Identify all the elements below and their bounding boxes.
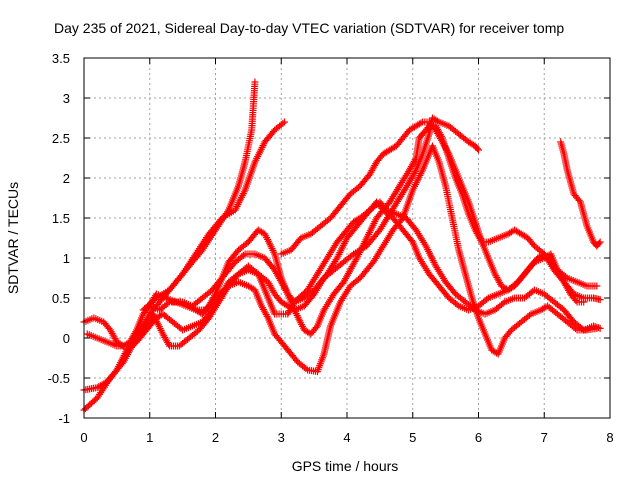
x-tick-label: 6	[475, 430, 482, 445]
axis-layer: 0 1 2 3 4 5 6 7 8 -1 -0.5 0 0.5 1 1.5 2 2.5 3 3.5	[48, 51, 614, 445]
data-point	[281, 118, 289, 126]
data-point	[593, 282, 601, 290]
y-tick-label: -1	[58, 411, 70, 426]
y-tick-label: -0.5	[48, 371, 70, 386]
data-point	[596, 238, 604, 246]
data-point	[575, 196, 583, 204]
y-tick-label: 3	[63, 91, 70, 106]
y-tick-label: 1	[63, 251, 70, 266]
data-point	[279, 119, 287, 127]
series-pass-7	[169, 122, 604, 338]
x-tick-label: 5	[409, 430, 416, 445]
data-point	[571, 325, 579, 333]
x-tick-label: 2	[212, 430, 219, 445]
series-pass-6	[146, 142, 601, 376]
x-tick-label: 1	[146, 430, 153, 445]
data-point	[411, 168, 419, 176]
series-pass-1	[80, 78, 259, 414]
series-pass-9	[557, 138, 604, 250]
x-tick-label: 4	[343, 430, 350, 445]
x-tick-label: 3	[278, 430, 285, 445]
data-point	[251, 78, 259, 86]
data-point	[424, 124, 432, 132]
data-point	[239, 251, 247, 259]
data-point	[475, 146, 482, 154]
data-point	[595, 239, 603, 247]
x-tick-label: 8	[606, 430, 613, 445]
y-tick-label: 3.5	[52, 51, 70, 66]
data-point	[132, 328, 140, 336]
data-point	[433, 117, 441, 125]
data-point	[312, 324, 320, 332]
data-point	[302, 365, 310, 373]
data-point	[348, 251, 356, 259]
data-point	[352, 256, 360, 264]
data-layer	[80, 78, 604, 414]
y-tick-label: 2.5	[52, 131, 70, 146]
data-point	[473, 145, 481, 153]
data-point	[593, 324, 601, 332]
chart-title: Day 235 of 2021, Sidereal Day-to-day VTE…	[54, 20, 564, 36]
data-point	[525, 311, 533, 319]
data-point	[483, 295, 491, 303]
y-axis-label: SDTVAR / TECUs	[5, 182, 21, 294]
data-point	[572, 296, 580, 304]
y-tick-label: 0.5	[52, 291, 70, 306]
data-point	[417, 119, 425, 127]
y-tick-label: 0	[63, 331, 70, 346]
data-point	[444, 148, 452, 156]
data-point	[411, 156, 419, 164]
data-point	[499, 299, 507, 307]
y-tick-label: 2	[63, 171, 70, 186]
y-tick-label: 1.5	[52, 211, 70, 226]
series-pass-8	[277, 118, 588, 306]
data-point	[580, 298, 588, 306]
x-tick-label: 7	[541, 430, 548, 445]
x-tick-label: 0	[80, 430, 87, 445]
data-point	[283, 288, 291, 296]
data-point	[596, 296, 604, 304]
data-point	[453, 301, 461, 309]
data-point	[263, 312, 271, 320]
x-axis-label: GPS time / hours	[292, 458, 399, 474]
